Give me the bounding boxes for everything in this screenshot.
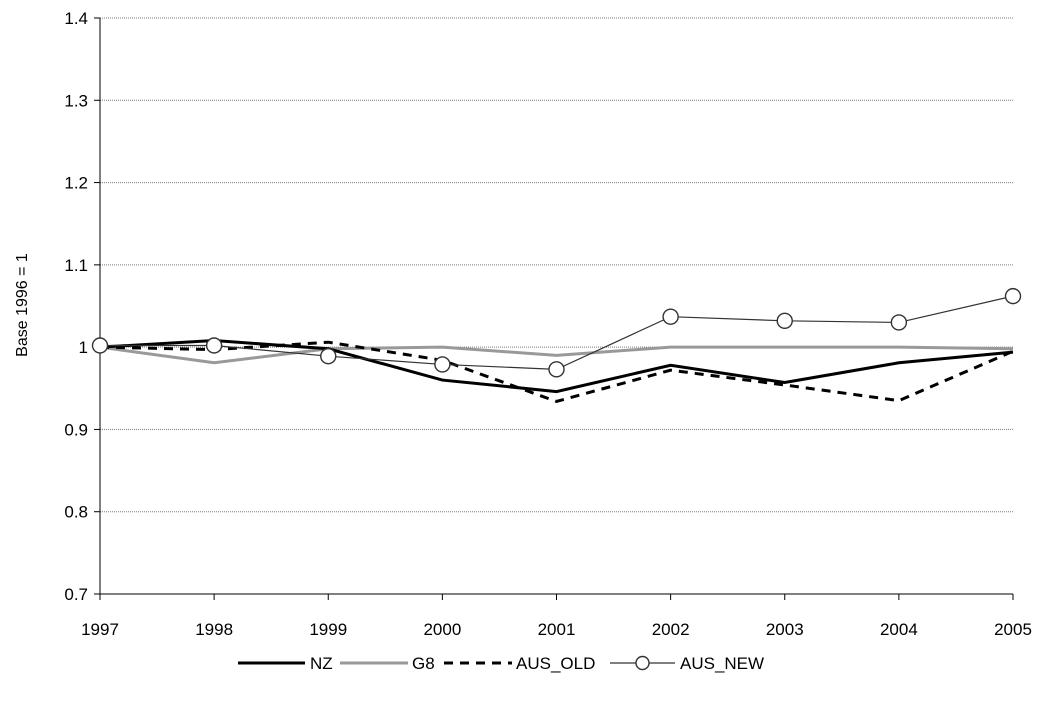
x-tick-label: 2000: [423, 620, 461, 639]
gridlines: [100, 17, 1013, 513]
series: [91, 287, 1022, 404]
x-tick-label: 1999: [309, 620, 347, 639]
x-tick-label: 2005: [994, 620, 1032, 639]
x-tick-label: 1998: [195, 620, 233, 639]
legend: NZ G8 AUS_OLD AUS_NEW: [238, 654, 764, 673]
data-point-aus-new: [434, 356, 451, 373]
y-tick-label: 1.2: [64, 174, 88, 193]
data-point-aus-new: [1004, 287, 1022, 305]
legend-label-g8: G8: [412, 654, 435, 673]
x-tick-label: 2002: [652, 620, 690, 639]
data-point-aus-new: [91, 337, 109, 354]
data-point-aus-new: [548, 361, 565, 378]
data-point-aus-new: [205, 337, 223, 354]
series-line-nz: [99, 339, 1014, 394]
series-line-g8: [99, 345, 1014, 365]
x-tick-label: 1997: [81, 620, 119, 639]
data-point-aus-new: [320, 347, 337, 365]
axes: [94, 17, 1014, 600]
x-tick-label: 2004: [880, 620, 918, 639]
legend-label-nz: NZ: [310, 654, 333, 673]
legend-label-aus-old: AUS_OLD: [516, 654, 595, 673]
y-tick-label: 0.7: [64, 585, 88, 604]
data-point-aus-new: [890, 314, 908, 331]
y-tick-label: 1.4: [64, 9, 88, 28]
x-tick-label: 2003: [766, 620, 804, 639]
legend-label-aus-new: AUS_NEW: [680, 654, 764, 673]
y-tick-label: 1: [79, 338, 88, 357]
tick-labels: 0.7 0.8 0.9 1 1.1 1.2 1.3 1.4 1997 1998 1999 2000 20…: [64, 9, 1032, 639]
data-point-aus-new: [662, 308, 679, 325]
y-tick-label: 0.9: [64, 420, 88, 439]
y-tick-label: 1.3: [64, 91, 88, 110]
data-point-aus-new: [776, 312, 793, 330]
series-line-aus-old: [99, 340, 1014, 404]
y-tick-label: 1.1: [64, 256, 88, 275]
series-line-aus-new: [100, 295, 1014, 370]
y-axis-title: Base 1996 = 1: [14, 253, 31, 357]
x-tick-label: 2001: [538, 620, 576, 639]
y-tick-label: 0.8: [64, 503, 88, 522]
legend-marker-aus-new: [635, 655, 650, 671]
